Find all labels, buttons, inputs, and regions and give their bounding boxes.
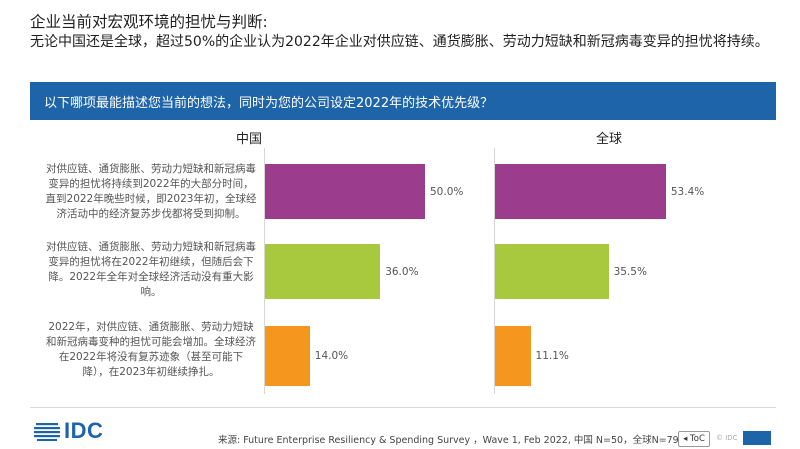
globe-icon — [34, 423, 60, 441]
category-label-line: 2022年，对供应链、通货膨胀、劳动力短缺 — [48, 321, 254, 333]
category-label-line: 变异的担忧将在2022年初继续，但随后会下 — [48, 256, 254, 268]
category-label-3: 2022年，对供应链、通货膨胀、劳动力短缺 和新冠病毒变种的担忧可能会增加。全球… — [44, 320, 258, 380]
category-label-line: 降。2022年全年对全球经济活动没有重大影响。 — [48, 271, 254, 298]
page-subtitle: 无论中国还是全球，超过50%的企业认为2022年企业对供应链、通货膨胀、劳动力短… — [30, 34, 769, 50]
axis-line-china — [264, 148, 265, 394]
toc-button[interactable]: ◂ ToC — [678, 431, 710, 447]
value-label-china-3: 14.0% — [314, 350, 349, 362]
bar-china-1 — [265, 164, 425, 219]
panel-title-china: 中国 — [236, 132, 263, 147]
corner-accent — [743, 431, 771, 445]
category-label-line: 对供应链、通货膨胀、劳动力短缺和新冠病毒 — [46, 241, 256, 253]
page-title: 企业当前对宏观环境的担忧与判断: — [30, 13, 268, 31]
value-label-global-3: 11.1% — [535, 350, 569, 362]
panel-title-global: 全球 — [596, 132, 623, 147]
category-label-line: 在2022年将没有复苏迹象（甚至可能下 — [58, 351, 244, 363]
category-label-1: 对供应链、通货膨胀、劳动力短缺和新冠病毒 变异的担忧将持续到2022年的大部分时… — [44, 162, 258, 222]
axis-line-global — [494, 148, 495, 394]
category-label-line: 济活动中的经济复苏步伐都将受到抑制。 — [56, 208, 246, 220]
question-text: 以下哪项最能描述您当前的想法，同时为您的公司设定2022年的技术优先级？ — [44, 95, 494, 111]
bar-global-1 — [495, 164, 666, 219]
category-label-line: 对供应链、通货膨胀、劳动力短缺和新冠病毒 — [46, 163, 256, 175]
bar-china-3 — [265, 326, 310, 386]
category-label-2: 对供应链、通货膨胀、劳动力短缺和新冠病毒 变异的担忧将在2022年初继续，但随后… — [44, 240, 258, 300]
source-note: 来源: Future Enterprise Resiliency & Spend… — [218, 435, 685, 446]
logo-text: IDC — [64, 418, 104, 443]
idc-logo: IDC — [34, 418, 103, 444]
copyright-text: © IDC — [716, 434, 738, 442]
category-label-line: 直到2022年晚些时候，即2023年初，全球经 — [45, 193, 257, 205]
bar-global-3 — [495, 326, 531, 386]
category-label-line: 降），在2023年初继续挣扎。 — [82, 366, 220, 378]
value-label-china-2: 36.0% — [385, 265, 419, 278]
category-label-line: 和新冠病毒变种的担忧可能会增加。全球经济 — [46, 336, 256, 348]
value-label-global-2: 35.5% — [613, 265, 647, 278]
footer-divider — [30, 407, 776, 408]
value-label-global-1: 53.4% — [670, 185, 705, 198]
bar-china-2 — [265, 244, 381, 299]
category-label-line: 变异的担忧将持续到2022年的大部分时间， — [48, 178, 254, 190]
bar-global-2 — [495, 244, 609, 299]
question-banner: 以下哪项最能描述您当前的想法，同时为您的公司设定2022年的技术优先级？ — [30, 82, 776, 120]
value-label-china-1: 50.0% — [430, 185, 464, 198]
